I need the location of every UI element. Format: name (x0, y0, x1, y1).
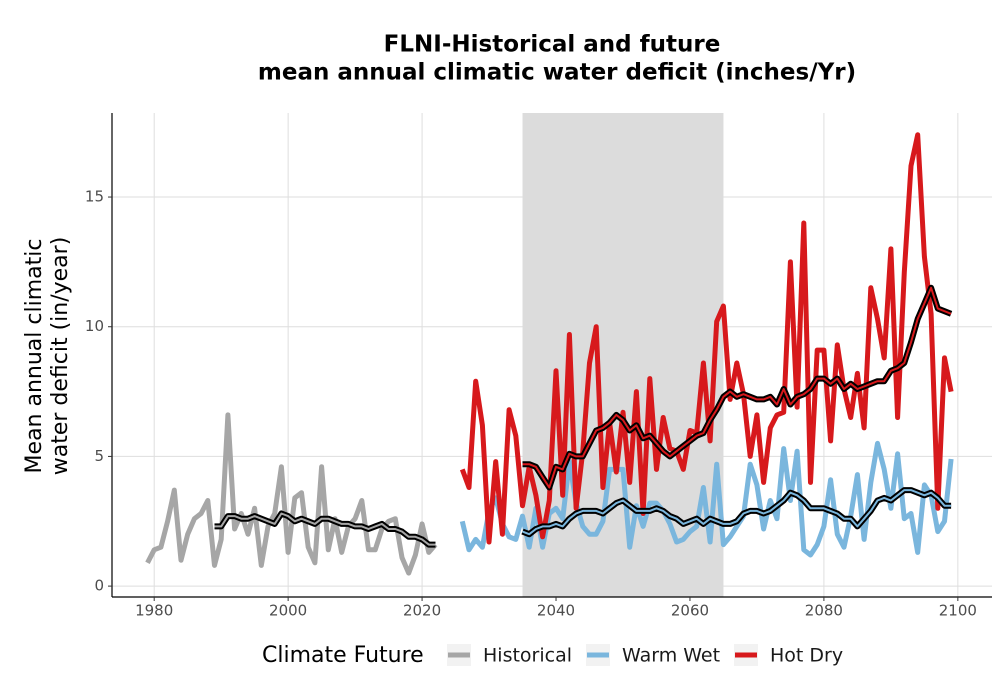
legend-label: Warm Wet (622, 645, 720, 667)
chart-title: FLNI-Historical and future (384, 32, 721, 58)
legend-label: Hot Dry (770, 645, 843, 667)
x-tick-label: 2100 (939, 602, 977, 620)
y-axis-title: Mean annual climatic (22, 239, 47, 474)
x-tick-label: 2020 (403, 602, 441, 620)
rolling-mean (522, 286, 952, 489)
y-tick-label: 10 (85, 317, 104, 335)
series-line (459, 132, 954, 545)
y-tick-label: 0 (94, 577, 104, 595)
x-tick-label: 1980 (135, 602, 173, 620)
rolling-mean (522, 489, 952, 536)
x-tick-label: 2000 (269, 602, 307, 620)
series-line (459, 440, 954, 558)
legend-label: Historical (483, 645, 572, 667)
chart-title: mean annual climatic water deficit (inch… (258, 60, 856, 86)
y-tick-label: 5 (94, 447, 104, 465)
x-tick-label: 2080 (805, 602, 843, 620)
legend-title: Climate Future (262, 643, 424, 668)
y-tick-label: 15 (85, 188, 104, 206)
x-tick-label: 2040 (537, 602, 575, 620)
series-line (145, 412, 438, 576)
y-axis-title: water deficit (in/year) (48, 237, 73, 476)
x-tick-label: 2060 (671, 602, 709, 620)
shaded-period (522, 113, 724, 597)
rolling-mean (214, 512, 436, 546)
